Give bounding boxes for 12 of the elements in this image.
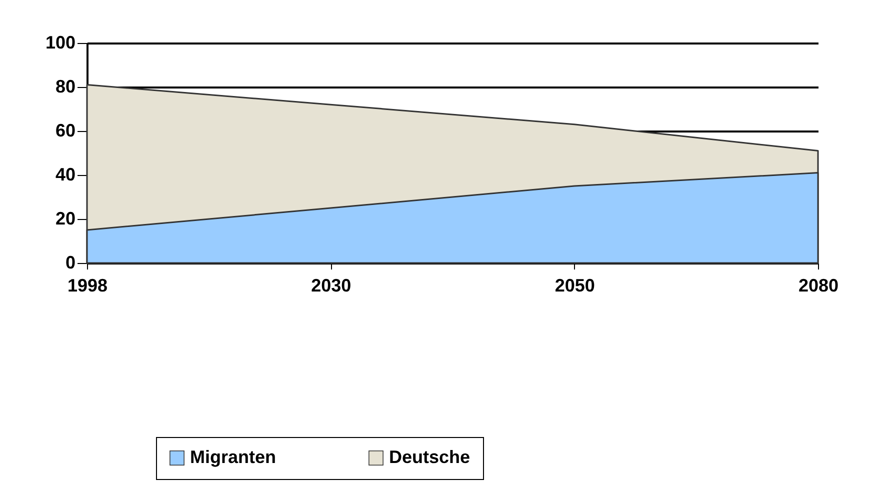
y-tick-label: 80 xyxy=(55,76,76,96)
x-tick-label: 2050 xyxy=(554,276,595,296)
x-tick-label: 2080 xyxy=(798,276,839,296)
y-tick-label: 40 xyxy=(55,164,76,184)
y-tick-label: 60 xyxy=(55,120,76,140)
y-tick-label: 20 xyxy=(55,208,76,228)
x-tick-label: 1998 xyxy=(67,276,108,296)
y-tick-label: 100 xyxy=(45,32,76,52)
y-tick-label: 0 xyxy=(65,252,76,272)
legend-label: Migranten xyxy=(190,447,276,467)
legend-label: Deutsche xyxy=(389,447,470,467)
x-tick-label: 2030 xyxy=(311,276,352,296)
